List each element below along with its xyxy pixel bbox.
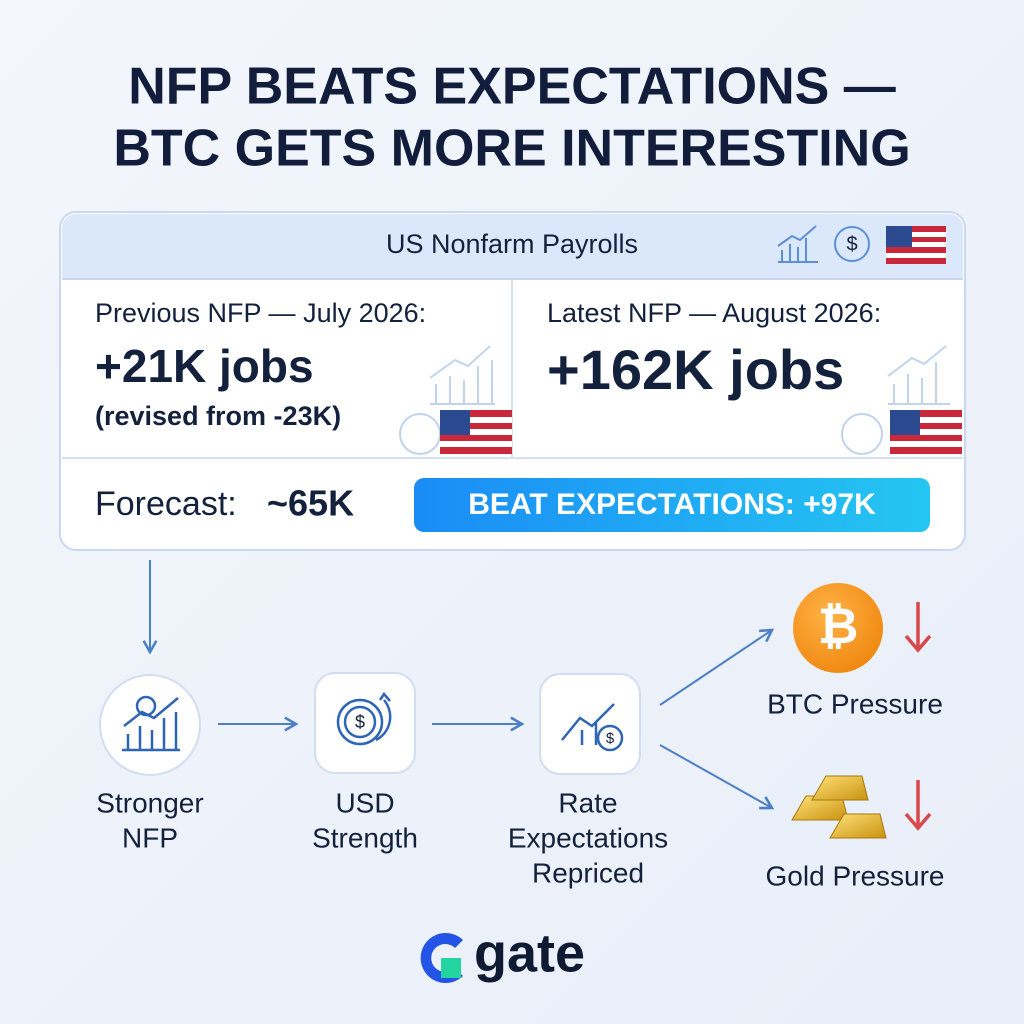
latest-value: +162K jobs	[547, 338, 844, 401]
badge	[414, 478, 930, 532]
node-icon-glyph: $	[561, 703, 624, 752]
flag	[886, 226, 946, 264]
node-icon	[314, 672, 416, 774]
outcome-label: Gold Pressure	[766, 860, 945, 891]
arrow	[659, 744, 775, 810]
btc-coin	[793, 583, 883, 673]
svg-text:$: $	[606, 730, 615, 747]
badge-text: BEAT EXPECTATIONS: +97K	[468, 488, 876, 521]
latest-decoration	[841, 345, 950, 455]
node-label: Stronger	[96, 787, 203, 818]
previous-label: Previous NFP — July 2026:	[95, 298, 426, 328]
svg-text:$: $	[355, 712, 365, 732]
logo-icon	[420, 933, 463, 983]
node-label: Rate	[558, 787, 617, 818]
node-label: Repriced	[532, 857, 644, 888]
card-header	[62, 214, 963, 278]
flag	[890, 410, 962, 454]
forecast-value: ~65K	[267, 483, 354, 524]
down-arrow	[904, 780, 932, 831]
svg-text:$: $	[846, 233, 857, 255]
gold-bars	[791, 775, 887, 839]
title-line: BTC GETS MORE INTERESTING	[113, 120, 910, 178]
forecast-label: Forecast:	[95, 485, 237, 523]
node-label: Expectations	[508, 822, 668, 853]
node-label: USD	[335, 787, 394, 818]
header-icons: $	[777, 225, 870, 263]
logo-text: gate	[474, 923, 585, 983]
previous-value: +21K jobs	[95, 340, 314, 392]
node-icon-glyph	[122, 695, 180, 752]
card-title: US Nonfarm Payrolls	[386, 229, 638, 259]
node-label: NFP	[122, 822, 178, 853]
btc-symbol: ₿	[818, 598, 859, 654]
previous-note: (revised from -23K)	[95, 401, 341, 431]
outcome-label: BTC Pressure	[767, 688, 943, 719]
node-icon-glyph: $	[336, 691, 392, 746]
latest-label: Latest NFP — August 2026:	[547, 298, 881, 328]
node-icon	[99, 674, 201, 776]
down-arrow	[904, 602, 932, 653]
node-labels: Stronger NFP USD Strength Rate Expectations Re…	[96, 787, 668, 888]
title-line: NFP BEATS EXPECTATIONS —	[128, 58, 896, 116]
arrow	[659, 628, 775, 706]
flag	[440, 410, 512, 454]
node-label: Strength	[312, 822, 418, 853]
